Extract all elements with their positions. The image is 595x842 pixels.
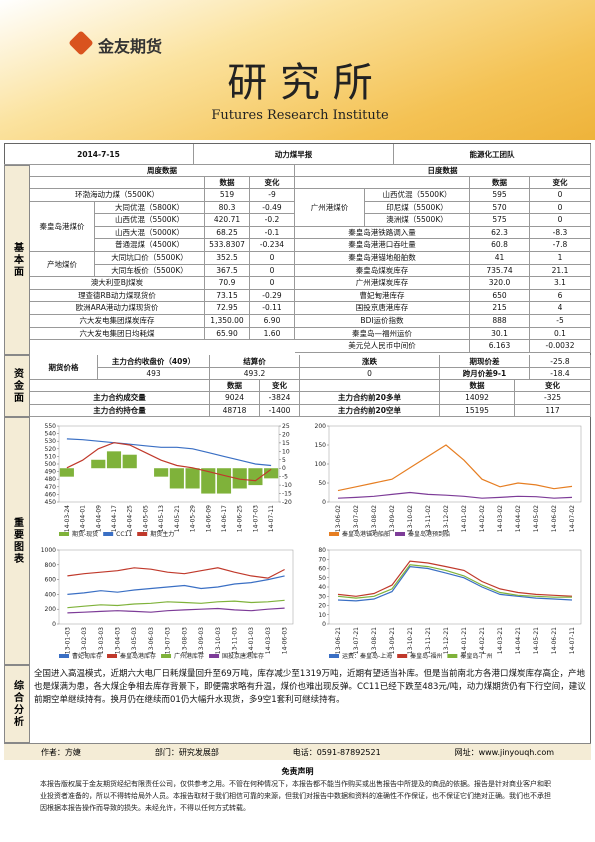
header: 金友期货 研 究 所 Futures Research Institute [0,0,595,140]
section-label: 基本面 [4,165,30,355]
team: 能源化工团队 [394,144,591,165]
summary-text: 全国进入高温模式，近期六大电厂日耗煤量回升至69万吨，库存减少至1319万吨，近… [34,669,586,705]
header-title: 研 究 所 [227,60,373,106]
date: 2014-7-15 [4,144,194,165]
section-label: 资金面 [4,355,30,417]
disclaimer-title: 免责声明 [281,767,314,776]
disclaimer-text: 本报告版权属于金友期货经纪有限责任公司，仅供参考之用。不管在何种情况下，本报告都… [40,780,551,812]
department: 部门：研究发展部 [154,747,219,757]
section-label: 综合分析 [4,665,30,743]
header-subtitle: Futures Research Institute [211,108,389,123]
website: 网址：www.jinyouqh.com [454,747,555,757]
footer: 作者：方婕 部门：研究发展部 电话：0591-87892521 网址：www.j… [4,743,591,760]
phone: 电话：0591-87892521 [292,747,381,757]
logo-text: 金友期货 [98,37,163,56]
report: 动力煤早报 [194,144,394,165]
logo-icon [68,30,94,56]
section-label: 重要图表 [4,417,30,665]
author: 作者：方婕 [40,747,81,757]
